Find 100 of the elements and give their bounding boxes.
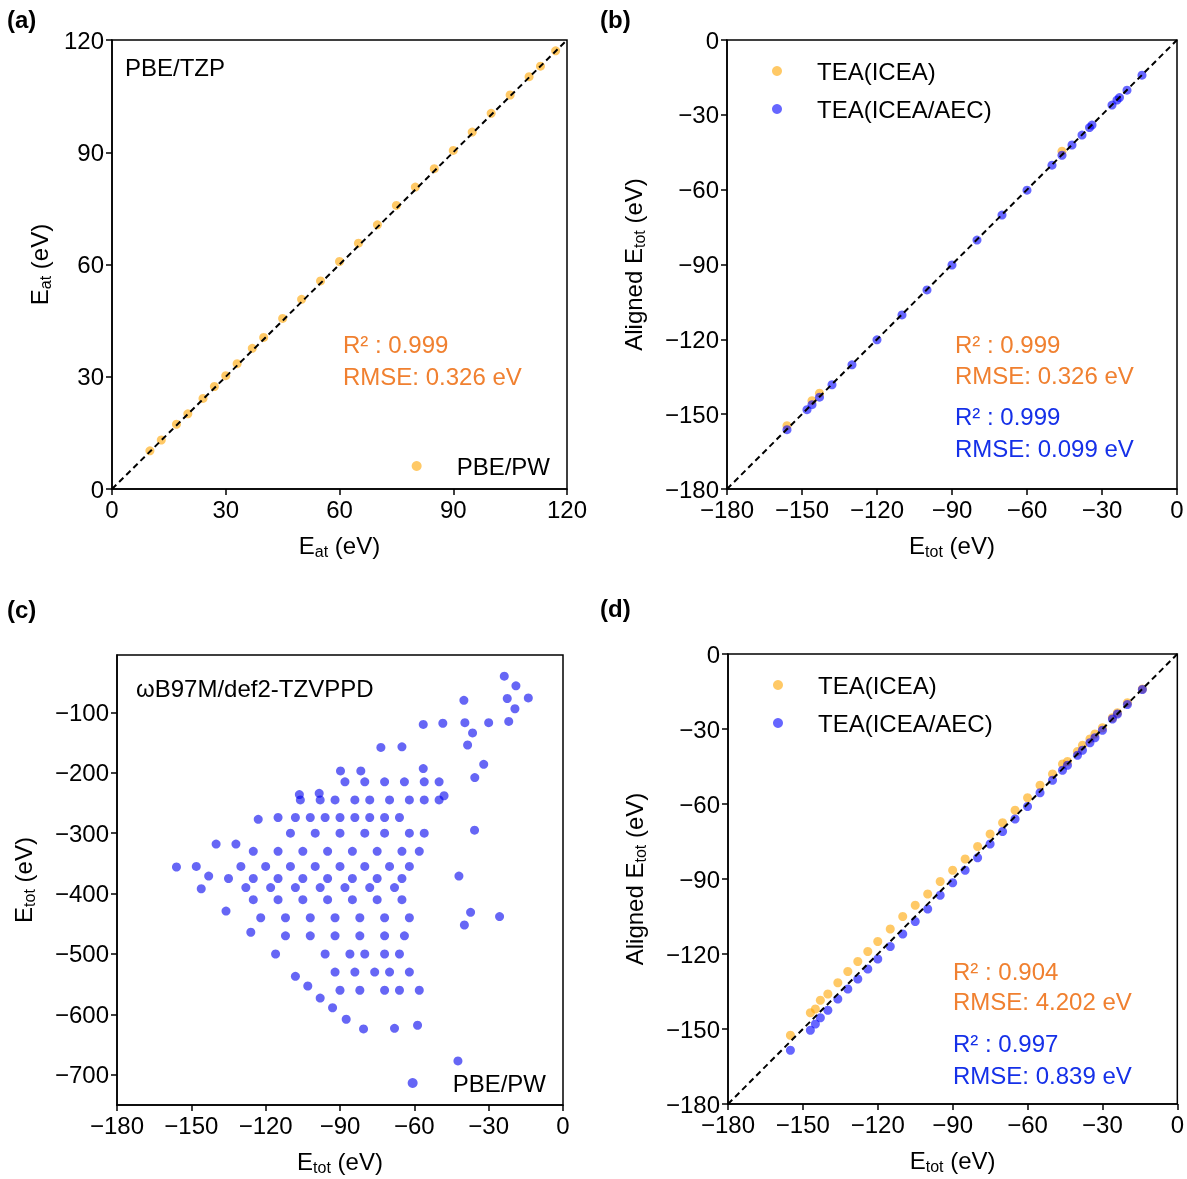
annotation: R² : 0.997 [953, 1029, 1059, 1057]
legend-label: TEA(ICEA) [818, 671, 937, 699]
y-tick-label: 120 [63, 26, 104, 54]
x-tick-label: −90 [931, 495, 973, 523]
point [843, 967, 853, 976]
point [998, 827, 1008, 836]
point [1023, 793, 1033, 803]
y-axis-title: Eat (eV) [25, 223, 54, 306]
y-tick-label: −90 [679, 865, 720, 893]
x-tick-label: −30 [468, 1111, 510, 1139]
y-tick-label: −60 [678, 176, 719, 204]
y-axis-title: Etot (eV) [9, 837, 38, 923]
x-tick-label: −150 [164, 1111, 219, 1139]
annotation: RMSE: 0.326 eV [955, 361, 1134, 389]
x-tick-label: −150 [775, 1110, 830, 1138]
y-tick-label: 0 [706, 640, 720, 668]
x-tick-label: −120 [238, 1111, 293, 1139]
point [823, 989, 833, 999]
x-tick-label: −60 [1007, 1110, 1048, 1138]
annotation: R² : 0.999 [955, 402, 1061, 430]
x-tick-label: −120 [850, 1110, 905, 1138]
legend-label: TEA(ICEA) [817, 57, 936, 85]
x-tick-label: 90 [439, 495, 467, 523]
point [998, 818, 1008, 828]
legend-label: PBE/PW [452, 1069, 547, 1097]
y-axis-title: Aligned Etot (eV) [620, 792, 649, 966]
point [1077, 745, 1087, 755]
x-tick-label: 60 [326, 495, 353, 523]
x-tick-label: 120 [546, 495, 588, 523]
point [815, 1013, 825, 1023]
annotation: RMSE: 0.099 eV [955, 434, 1134, 462]
x-tick-label: 30 [212, 495, 240, 523]
y-tick-label: −90 [678, 251, 719, 278]
y-tick-label: −30 [678, 101, 719, 129]
y-tick-label: −600 [54, 1000, 109, 1028]
point [1010, 805, 1020, 815]
annotation: RMSE: 0.839 eV [953, 1061, 1132, 1089]
y-tick-label: −150 [664, 400, 719, 428]
chart-title: (c) [7, 595, 37, 623]
annotation: RMSE: 0.326 eV [343, 362, 522, 390]
point [1063, 760, 1072, 770]
x-tick-label: −90 [319, 1111, 361, 1139]
y-tick-label: −30 [679, 715, 720, 743]
point [221, 371, 231, 381]
chart-title: (a) [7, 5, 37, 33]
y-tick-label: 0 [705, 26, 719, 54]
point [1048, 775, 1058, 785]
x-tick-label: 0 [556, 1111, 570, 1139]
y-axis-title: Aligned Etot (eV) [619, 178, 648, 351]
annotation: R² : 0.999 [955, 330, 1061, 358]
annotation: ωB97M/def2-TZVPPD [136, 674, 374, 702]
y-tick-label: 60 [77, 251, 104, 278]
x-tick-label: −60 [393, 1111, 435, 1139]
annotation: R² : 0.904 [953, 957, 1059, 985]
point [785, 1030, 795, 1040]
point [898, 912, 908, 921]
point [785, 1045, 795, 1055]
point [960, 854, 970, 864]
x-tick-label: −150 [774, 495, 830, 523]
x-tick-label: −90 [932, 1110, 974, 1138]
y-tick-label: −400 [54, 880, 109, 908]
legend-label: TEA(ICEA/AEC) [818, 709, 993, 737]
point [805, 1025, 815, 1035]
annotation: RMSE: 4.202 eV [953, 987, 1132, 1015]
x-tick-label: −120 [849, 495, 905, 523]
point [810, 1019, 820, 1029]
annotation: PBE/TZP [125, 53, 226, 81]
point [985, 829, 995, 839]
point [923, 889, 933, 899]
y-tick-label: −500 [54, 940, 109, 968]
point [873, 937, 883, 946]
legend-label: PBE/PW [456, 452, 551, 480]
y-tick-label: 30 [77, 363, 104, 391]
point [973, 842, 983, 851]
y-tick-label: −100 [54, 698, 109, 726]
y-tick-label: −150 [665, 1015, 720, 1043]
x-tick-label: 0 [1170, 1110, 1185, 1138]
annotation: R² : 0.999 [343, 330, 449, 358]
y-tick-label: 90 [77, 138, 104, 166]
point [833, 978, 843, 988]
point [853, 957, 863, 966]
point [910, 900, 920, 910]
point [810, 1004, 820, 1014]
point [863, 947, 873, 956]
point [935, 877, 945, 886]
point [815, 995, 825, 1005]
x-tick-label: −30 [1081, 495, 1123, 523]
point [948, 865, 958, 875]
x-tick-label: −60 [1006, 495, 1048, 523]
legend-label: TEA(ICEA/AEC) [817, 95, 992, 123]
y-tick-label: −120 [664, 325, 719, 353]
x-tick-label: 0 [1170, 495, 1184, 523]
chart-title: (d) [600, 594, 631, 622]
x-tick-label: −30 [1082, 1110, 1123, 1138]
point [297, 294, 307, 304]
point [935, 890, 945, 900]
point [885, 924, 895, 934]
y-tick-label: −700 [54, 1061, 109, 1089]
y-tick-label: −120 [665, 940, 720, 968]
y-tick-label: 0 [90, 475, 104, 503]
